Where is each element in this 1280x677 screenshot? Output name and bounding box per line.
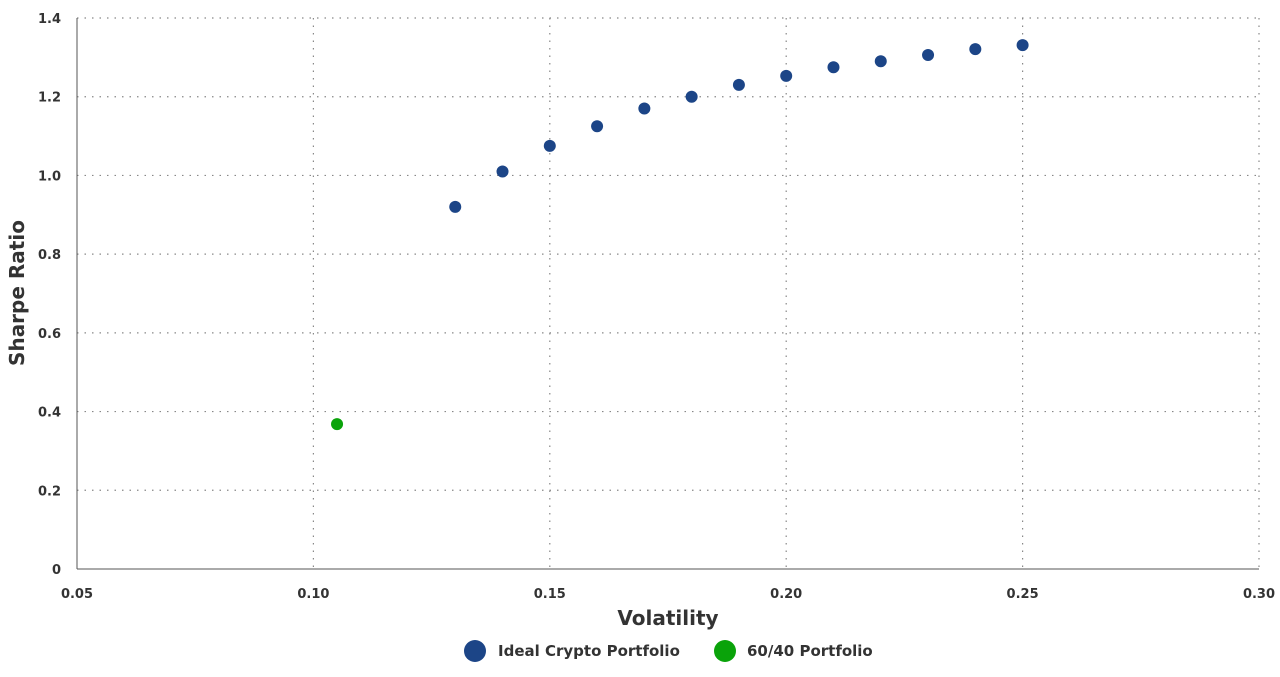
x-axis-title: Volatility	[617, 606, 718, 630]
data-point-ideal-crypto[interactable]	[780, 69, 793, 82]
x-tick-label: 0.30	[1243, 587, 1275, 602]
data-point-ideal-crypto[interactable]	[685, 90, 698, 103]
data-point-ideal-crypto[interactable]	[1016, 39, 1029, 52]
data-point-ideal-crypto[interactable]	[496, 165, 509, 178]
data-point-ideal-crypto[interactable]	[874, 55, 887, 68]
data-point-ideal-crypto[interactable]	[449, 200, 462, 213]
data-point-ideal-crypto[interactable]	[591, 120, 604, 133]
y-axis-ticks: 0 0.2 0.4 0.6 0.8 1.0 1.2 1.4	[38, 12, 61, 578]
y-tick-label: 1.4	[38, 12, 61, 27]
y-tick-label: 0.6	[38, 327, 61, 342]
data-point-ideal-crypto[interactable]	[827, 61, 840, 74]
x-tick-label: 0.15	[534, 587, 566, 602]
legend-item-ideal-crypto[interactable]: Ideal Crypto Portfolio	[464, 640, 680, 662]
legend-marker-ideal-crypto	[464, 640, 486, 662]
y-axis-title: Sharpe Ratio	[5, 220, 29, 366]
x-tick-label: 0.20	[770, 587, 802, 602]
legend-label-ideal-crypto: Ideal Crypto Portfolio	[498, 642, 680, 660]
x-tick-label: 0.05	[61, 587, 93, 602]
data-point-ideal-crypto[interactable]	[638, 102, 651, 115]
y-tick-label: 0	[52, 563, 61, 578]
y-tick-label: 1.2	[38, 91, 61, 106]
x-tick-label: 0.10	[297, 587, 329, 602]
data-point-60-40[interactable]	[331, 418, 344, 431]
data-point-ideal-crypto[interactable]	[969, 43, 982, 56]
y-tick-label: 0.8	[38, 248, 61, 263]
y-tick-label: 0.2	[38, 484, 61, 499]
data-points	[331, 39, 1029, 431]
legend-item-60-40[interactable]: 60/40 Portfolio	[714, 640, 873, 662]
grid	[77, 17, 1260, 569]
legend-marker-60-40	[714, 640, 736, 662]
data-point-ideal-crypto[interactable]	[732, 78, 745, 91]
legend-label-60-40: 60/40 Portfolio	[747, 642, 873, 660]
y-tick-label: 0.4	[38, 406, 61, 421]
x-tick-label: 0.25	[1007, 587, 1039, 602]
data-point-ideal-crypto[interactable]	[543, 139, 556, 152]
legend: Ideal Crypto Portfolio 60/40 Portfolio	[464, 640, 873, 662]
axes	[76, 18, 1259, 570]
y-tick-label: 1.0	[38, 169, 61, 184]
data-point-ideal-crypto[interactable]	[922, 48, 935, 61]
x-axis-ticks: 0.05 0.10 0.15 0.20 0.25 0.30	[61, 587, 1275, 602]
